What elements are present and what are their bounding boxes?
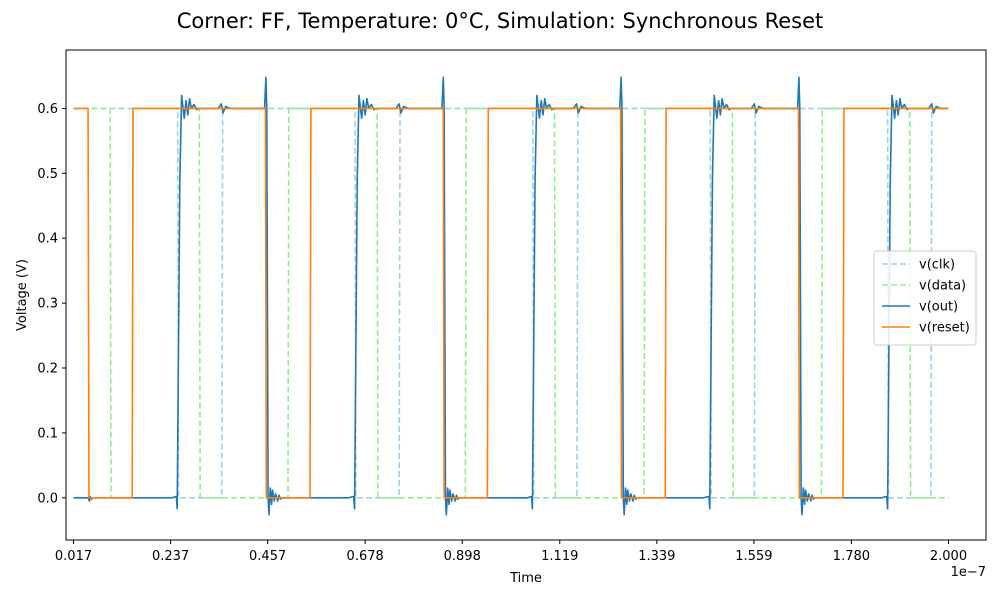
- plot-frame: [65, 49, 987, 541]
- x-tick-label: 1.119: [541, 549, 578, 564]
- y-tick-label: 0.6: [37, 102, 58, 117]
- series-line-vout: [73, 76, 949, 516]
- x-axis-offset-label: 1e−7: [951, 565, 986, 580]
- x-tick-label: 1.339: [638, 549, 675, 564]
- x-tick-label: 0.898: [444, 549, 481, 564]
- plot-background: [66, 50, 986, 540]
- legend: v(clk) v(data) v(out) v(reset): [873, 250, 977, 346]
- x-axis-label: Time: [509, 571, 542, 586]
- y-axis: 0.0 0.1 0.2 0.3 0.4 0.5 0.6: [37, 102, 66, 506]
- y-tick-label: 0.3: [37, 297, 58, 312]
- legend-box: [873, 250, 977, 346]
- x-tick-label: 1.559: [735, 549, 772, 564]
- x-tick-label: 0.017: [55, 549, 92, 564]
- chart-title: Corner: FF, Temperature: 0°C, Simulation…: [177, 9, 823, 33]
- series-line-vdata: [73, 107, 949, 499]
- x-tick-label: 0.237: [152, 549, 189, 564]
- y-tick-label: 0.1: [37, 426, 58, 441]
- plot-area: [65, 49, 987, 541]
- legend-label: v(data): [919, 279, 966, 294]
- series-line-vreset: [73, 107, 949, 499]
- legend-label: v(clk): [919, 258, 955, 273]
- y-tick-label: 0.4: [37, 232, 58, 247]
- y-tick-label: 0.5: [37, 167, 58, 182]
- legend-label: v(reset): [919, 321, 970, 336]
- legend-label: v(out): [919, 300, 958, 315]
- y-tick-label: 0.2: [37, 362, 58, 377]
- x-tick-label: 0.678: [347, 549, 384, 564]
- y-axis-label: Voltage (V): [15, 259, 30, 331]
- x-tick-label: 1.780: [833, 549, 870, 564]
- y-tick-label: 0.0: [37, 491, 58, 506]
- x-tick-label: 2.000: [930, 549, 967, 564]
- x-tick-label: 0.457: [249, 549, 286, 564]
- x-axis: 0.017 0.237 0.457 0.678 0.898 1.119 1.339 1.559…: [55, 540, 967, 564]
